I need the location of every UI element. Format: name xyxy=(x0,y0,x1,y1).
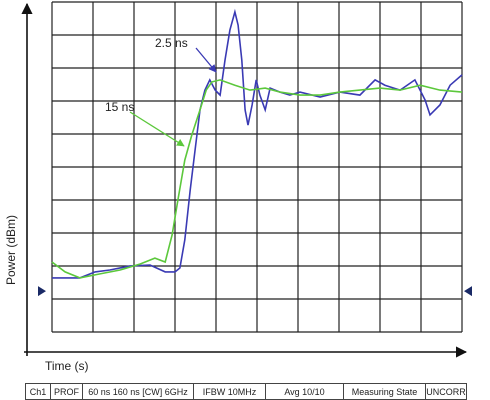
x-axis-label: Time (s) xyxy=(45,359,89,373)
status-cell: Avg 10/10 xyxy=(266,384,344,399)
y-axis-label: Power (dBm) xyxy=(4,215,18,285)
reference-marker xyxy=(38,286,472,297)
status-cell: IFBW 10MHz xyxy=(194,384,266,399)
grid xyxy=(51,1,463,333)
status-cell: 60 ns 160 ns [CW] 6GHz xyxy=(83,384,194,399)
status-cell: UNCORR xyxy=(426,386,466,397)
status-cell: PROF xyxy=(51,384,83,399)
series-line xyxy=(51,79,463,279)
series-label: 2.5 ns xyxy=(155,36,188,50)
status-cell: Ch1 xyxy=(26,384,51,399)
status-bar: Ch1 PROF 60 ns 160 ns [CW] 6GHz IFBW 10MHz A… xyxy=(25,383,467,400)
annotation-arrow xyxy=(129,111,185,147)
series-label: 15 ns xyxy=(105,100,134,114)
status-cell: Measuring State xyxy=(344,384,426,399)
annotation-arrow xyxy=(195,47,217,73)
chart: Power (dBm) Time (s) 2.5 ns 15 ns xyxy=(4,1,472,373)
series-line xyxy=(52,8,463,279)
